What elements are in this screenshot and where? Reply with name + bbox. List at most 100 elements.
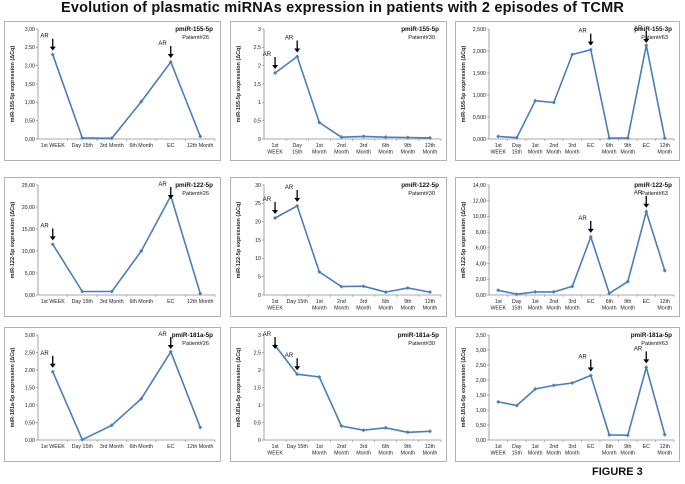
data-point xyxy=(607,136,612,141)
y-tick-label: 1,50 xyxy=(476,393,486,399)
panel-title: pmiR-155-3p xyxy=(634,26,672,33)
data-point xyxy=(533,98,538,103)
panel-title: pmiR-155-5p xyxy=(175,26,213,33)
y-tick-label: 0,00 xyxy=(25,438,35,444)
data-point xyxy=(533,289,538,294)
x-tick-label: Month xyxy=(565,451,580,457)
panel-title: pmiR-181a-5p xyxy=(631,332,672,339)
y-tick-label: 15 xyxy=(255,238,261,244)
x-tick-label: Month xyxy=(423,306,438,312)
y-tick-label: 2,5 xyxy=(254,350,261,356)
panel-title: pmiR-181a-5p xyxy=(398,332,439,339)
data-point xyxy=(273,216,278,220)
y-tick-label: 20 xyxy=(255,219,261,225)
x-tick-label: Month xyxy=(400,451,415,457)
panel-frame xyxy=(4,177,221,317)
ar-arrowhead xyxy=(272,210,279,214)
y-tick-label: 0,00 xyxy=(476,438,486,444)
x-tick-label: EC xyxy=(167,299,175,305)
series-line xyxy=(274,55,430,139)
x-tick-label: Month xyxy=(378,150,393,156)
data-point xyxy=(551,383,556,388)
x-tick-label: EC xyxy=(587,444,595,450)
y-tick-label: 1 xyxy=(258,100,261,106)
figure-caption: FIGURE 3 xyxy=(592,466,643,478)
series-line xyxy=(498,45,666,139)
x-tick-label: 12th Month xyxy=(187,444,214,450)
y-tick-label: 2,00 xyxy=(25,63,35,69)
y-tick-label: 0 xyxy=(258,137,261,143)
ar-label: AR xyxy=(158,41,167,47)
y-tick-label: 1,000 xyxy=(473,93,486,99)
chart-181a-p26: 0,00 0,50 1,00 1,50 2,00 2,50 3,00 miR-181a-5p … xyxy=(4,327,221,462)
x-tick-label: EC xyxy=(643,143,651,149)
x-tick-label: 15th xyxy=(512,150,522,156)
y-tick-label: 25,00 xyxy=(22,183,35,189)
data-point xyxy=(80,437,85,442)
x-tick-label: Day xyxy=(512,143,522,149)
x-tick-label: Month xyxy=(334,150,349,156)
data-point xyxy=(625,136,630,141)
y-tick-label: 3,00 xyxy=(476,348,486,354)
ar-label: AR xyxy=(634,346,643,352)
y-tick-label: 1,50 xyxy=(25,82,35,88)
data-point xyxy=(427,429,432,434)
data-point xyxy=(588,373,593,378)
data-point xyxy=(168,60,173,64)
x-tick-label: 3rd Month xyxy=(100,143,124,149)
data-point xyxy=(295,54,300,59)
x-tick-label: 12th Month xyxy=(187,299,214,305)
series-line xyxy=(52,350,202,441)
data-point xyxy=(383,290,388,295)
x-tick-label: 1st WEEK xyxy=(41,143,66,149)
ar-arrowhead xyxy=(272,345,279,349)
y-tick-label: 5 xyxy=(258,274,261,280)
x-tick-label: Day 15th xyxy=(72,299,93,305)
x-tick-label: Month xyxy=(657,150,672,156)
data-point xyxy=(625,279,630,284)
x-tick-label: Day 15th xyxy=(287,444,308,450)
y-tick-label: 10,00 xyxy=(22,249,35,255)
x-tick-label: Day xyxy=(512,299,522,305)
y-tick-label: 2,00 xyxy=(25,368,35,374)
data-point xyxy=(361,428,366,433)
x-tick-label: Month xyxy=(546,150,561,156)
x-tick-label: WEEK xyxy=(490,306,506,312)
x-tick-label: 1st xyxy=(495,299,503,305)
data-point xyxy=(570,284,575,289)
data-point xyxy=(317,375,322,379)
chart-181a-p30: 0 0,5 1 1,5 2 2,5 3 miR-181a-5p expression (ΔCq… xyxy=(230,327,447,462)
panel-subtitle: Patient#30 xyxy=(408,191,435,197)
y-tick-label: 0,00 xyxy=(25,293,35,299)
y-tick-label: 3,50 xyxy=(476,333,486,339)
data-point xyxy=(273,71,278,75)
panel-subtitle: Patient#63 xyxy=(641,191,668,197)
x-tick-label: 6th xyxy=(382,299,389,305)
ar-arrowhead xyxy=(49,236,56,241)
y-axis-label: miR-122-5p expression (ΔCq) xyxy=(236,201,242,278)
x-tick-label: Day xyxy=(512,444,522,450)
y-axis-label: miR-155-5p expression (ΔCq) xyxy=(10,45,16,122)
ar-arrowhead xyxy=(294,48,301,53)
data-point xyxy=(514,292,519,297)
x-tick-label: 6th xyxy=(382,444,389,450)
ar-label: AR xyxy=(578,216,587,222)
panel-subtitle: Patient#30 xyxy=(408,35,435,41)
ar-label: AR xyxy=(285,36,294,42)
x-tick-label: 3rd xyxy=(360,143,368,149)
y-tick-label: 3,00 xyxy=(25,27,35,33)
panel-subtitle: Patient#63 xyxy=(641,341,668,347)
x-tick-label: 3rd xyxy=(568,143,576,149)
chart-122-p26: 0,00 5,00 10,00 15,00 20,00 25,00 miR-122-5p e… xyxy=(4,177,221,317)
y-tick-label: 10,00 xyxy=(473,214,486,220)
x-tick-label: Month xyxy=(312,150,327,156)
ar-arrowhead xyxy=(294,197,301,202)
data-point xyxy=(551,289,556,294)
panel-subtitle: Patient#63 xyxy=(641,35,668,41)
data-point xyxy=(496,134,501,139)
x-tick-label: 6th xyxy=(382,143,389,149)
x-tick-label: Day 15th xyxy=(72,143,93,149)
data-point xyxy=(50,52,55,57)
x-tick-label: 2nd xyxy=(337,444,346,450)
x-tick-label: 3rd xyxy=(360,299,368,305)
